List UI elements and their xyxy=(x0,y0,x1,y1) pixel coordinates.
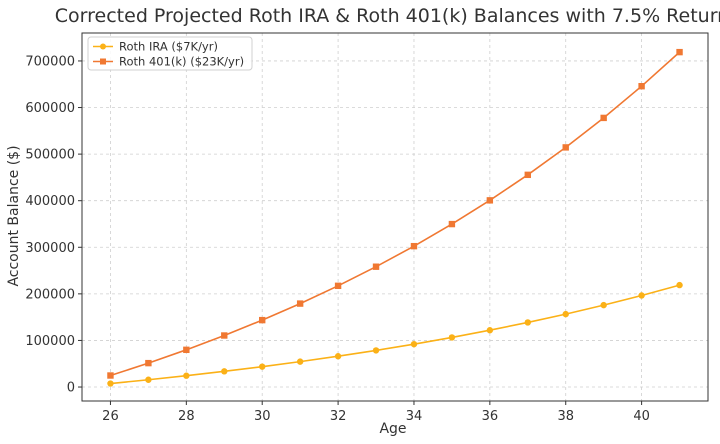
data-point xyxy=(600,114,607,122)
data-point xyxy=(145,376,152,383)
legend-box xyxy=(87,36,253,71)
data-point xyxy=(372,347,380,354)
data-point xyxy=(259,363,266,370)
data-point xyxy=(107,380,114,387)
y-tick-label: 700000 xyxy=(25,54,75,69)
series-2 xyxy=(107,48,683,379)
data-point xyxy=(448,220,456,228)
data-point xyxy=(183,372,190,379)
series-line xyxy=(110,51,681,377)
x-tick-label: 30 xyxy=(254,409,271,424)
y-tick-label: 300000 xyxy=(25,241,75,256)
data-point xyxy=(562,144,569,151)
plot-frame xyxy=(81,32,709,402)
data-point xyxy=(296,358,304,365)
legend-label: Roth 401(k) ($23K/yr) xyxy=(119,55,244,69)
data-point xyxy=(676,48,683,56)
grid-lines xyxy=(82,33,708,401)
data-point xyxy=(524,319,531,326)
data-point xyxy=(145,359,152,367)
x-axis-label: Age xyxy=(379,421,406,437)
data-point xyxy=(448,334,456,341)
x-axis: 26 28 30 32 34 36 38 40 xyxy=(102,401,650,424)
data-point xyxy=(183,346,190,354)
legend-swatch-marker xyxy=(100,58,106,65)
x-tick-label: 36 xyxy=(482,409,499,424)
data-point xyxy=(486,197,494,204)
legend-item: Roth IRA ($7K/yr) xyxy=(93,40,218,54)
legend-item: Roth 401(k) ($23K/yr) xyxy=(93,55,244,69)
x-tick-label: 28 xyxy=(178,409,195,424)
y-tick-label: 500000 xyxy=(25,148,75,163)
data-point xyxy=(410,340,418,348)
data-point xyxy=(638,292,645,299)
data-point xyxy=(486,327,494,334)
series-1 xyxy=(107,281,683,387)
data-point xyxy=(562,310,569,318)
y-tick-label: 0 xyxy=(67,381,75,396)
x-tick-label: 32 xyxy=(330,409,347,424)
data-point xyxy=(221,332,228,339)
data-point xyxy=(638,83,645,90)
y-tick-label: 100000 xyxy=(25,334,75,349)
data-point xyxy=(296,300,304,307)
y-tick-label: 600000 xyxy=(25,101,75,116)
series-line xyxy=(110,284,680,385)
series-layer xyxy=(107,48,683,387)
y-axis-label: Account Balance ($) xyxy=(6,145,22,286)
data-point xyxy=(410,242,418,250)
x-tick-label: 40 xyxy=(633,409,650,424)
data-point xyxy=(372,263,380,270)
data-point xyxy=(221,368,228,375)
y-tick-label: 200000 xyxy=(25,287,75,302)
data-point xyxy=(107,372,114,379)
legend: Roth IRA ($7K/yr)Roth 401(k) ($23K/yr) xyxy=(87,36,253,71)
data-point xyxy=(259,316,266,324)
legend-swatch-marker xyxy=(100,43,106,50)
y-axis: 0 100000 200000 300000 400000 500000 600000 700… xyxy=(25,54,82,396)
data-point xyxy=(334,282,342,290)
data-point xyxy=(524,171,531,179)
x-tick-label: 34 xyxy=(406,409,423,424)
x-tick-label: 38 xyxy=(557,409,574,424)
data-point xyxy=(676,281,683,289)
x-tick-label: 26 xyxy=(102,409,119,424)
chart-title: Corrected Projected Roth IRA & Roth 401(… xyxy=(55,5,720,27)
y-tick-label: 400000 xyxy=(25,194,75,209)
data-point xyxy=(334,353,342,360)
legend-label: Roth IRA ($7K/yr) xyxy=(119,40,218,54)
data-point xyxy=(600,301,607,309)
